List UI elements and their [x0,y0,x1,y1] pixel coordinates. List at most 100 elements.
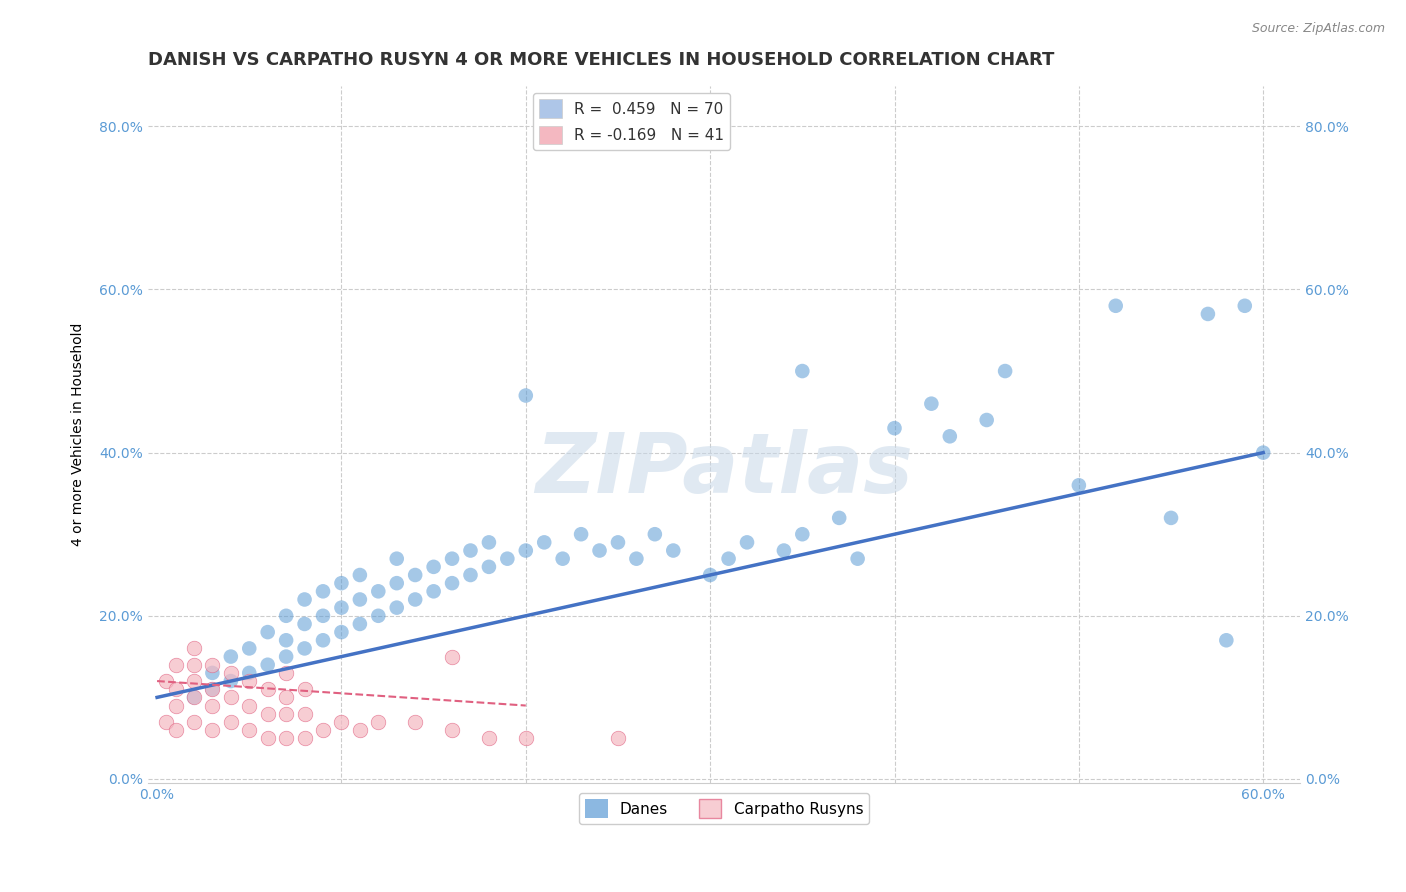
Point [939,429,962,443]
Point [183,690,205,705]
Point [238,641,260,656]
Point [385,576,408,591]
Point [478,559,501,574]
Point [569,527,592,541]
Point [256,731,278,746]
Point [238,698,260,713]
Y-axis label: 4 or more Vehicles in Household: 4 or more Vehicles in Household [72,323,86,546]
Point [441,551,464,566]
Point [846,551,869,566]
Point [1197,307,1219,321]
Point [385,551,408,566]
Point [276,690,298,705]
Point [201,723,224,737]
Point [735,535,758,549]
Point [441,723,464,737]
Point [183,657,205,672]
Point [994,364,1017,378]
Point [699,568,721,582]
Text: DANISH VS CARPATHO RUSYN 4 OR MORE VEHICLES IN HOUSEHOLD CORRELATION CHART: DANISH VS CARPATHO RUSYN 4 OR MORE VEHIC… [148,51,1054,69]
Point [460,543,482,558]
Point [219,665,242,680]
Point [276,608,298,623]
Point [312,608,335,623]
Point [183,690,205,705]
Point [385,600,408,615]
Point [533,535,555,549]
Point [238,723,260,737]
Point [294,641,316,656]
Point [219,714,242,729]
Point [349,592,371,607]
Point [883,421,905,435]
Point [276,706,298,721]
Point [183,714,205,729]
Point [792,364,814,378]
Point [460,568,482,582]
Point [349,568,371,582]
Point [478,731,501,746]
Point [404,592,426,607]
Point [256,682,278,697]
Point [717,551,740,566]
Point [422,559,444,574]
Point [155,674,177,689]
Point [330,714,353,729]
Point [976,413,998,427]
Point [1160,511,1182,525]
Point [219,690,242,705]
Text: Source: ZipAtlas.com: Source: ZipAtlas.com [1251,22,1385,36]
Point [367,584,389,599]
Point [441,576,464,591]
Point [201,665,224,680]
Point [404,568,426,582]
Point [551,551,574,566]
Legend: Danes, Carpatho Rusyns: Danes, Carpatho Rusyns [578,793,869,824]
Point [294,617,316,632]
Point [367,714,389,729]
Point [626,551,648,566]
Point [165,657,187,672]
Point [515,543,537,558]
Point [478,535,501,549]
Point [773,543,796,558]
Point [312,633,335,648]
Point [219,649,242,664]
Point [276,665,298,680]
Point [201,682,224,697]
Point [312,584,335,599]
Point [294,706,316,721]
Point [367,608,389,623]
Text: ZIPatlas: ZIPatlas [536,429,912,509]
Point [1105,299,1128,313]
Point [422,584,444,599]
Point [349,723,371,737]
Point [588,543,610,558]
Point [330,576,353,591]
Point [1067,478,1090,492]
Point [201,657,224,672]
Point [165,723,187,737]
Point [1215,633,1237,648]
Point [294,682,316,697]
Point [1251,445,1274,459]
Point [441,649,464,664]
Point [644,527,666,541]
Point [828,511,851,525]
Point [183,641,205,656]
Point [607,535,630,549]
Point [256,625,278,640]
Point [201,698,224,713]
Point [662,543,685,558]
Point [1233,299,1256,313]
Point [515,731,537,746]
Point [276,633,298,648]
Point [183,674,205,689]
Point [607,731,630,746]
Point [294,592,316,607]
Point [330,625,353,640]
Point [256,657,278,672]
Point [238,665,260,680]
Point [155,714,177,729]
Point [294,731,316,746]
